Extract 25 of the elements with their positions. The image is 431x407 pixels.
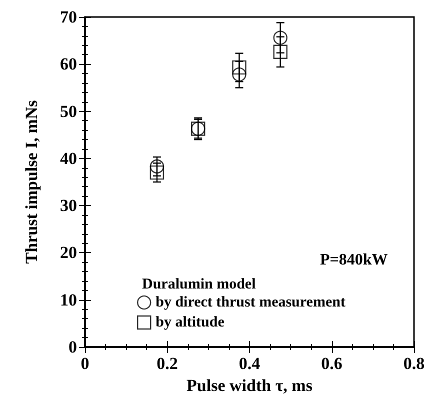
x-tick-label: 0.8: [403, 354, 425, 373]
annotation: P=840kW: [320, 252, 388, 268]
y-tick-label: 0: [68, 338, 77, 356]
x-tick-label: 0.4: [238, 354, 261, 373]
point: [232, 67, 246, 82]
point: [232, 60, 246, 75]
y-tick-label: 20: [60, 243, 77, 262]
point: [273, 30, 288, 45]
y-tick-label: 10: [60, 290, 77, 310]
y-tick-label: 40: [60, 148, 77, 168]
legend-label: by altitude: [156, 314, 225, 330]
legend-title: Duralumin model: [142, 276, 256, 292]
point: [150, 165, 164, 180]
y-axis-title: Thrust impulse I, mNs: [22, 100, 41, 264]
legend-label: by direct thrust measurement: [156, 294, 346, 310]
x-tick-label: 0.6: [321, 354, 342, 373]
y-tick-label: 30: [60, 196, 77, 216]
x-tick-label: 0.2: [156, 354, 178, 373]
point: [150, 159, 164, 174]
x-tick-label: 0: [80, 354, 90, 373]
y-tick-label: 50: [60, 102, 77, 121]
x-axis-title: Pulse width τ, ms: [186, 376, 313, 395]
y-tick-label: 70: [60, 8, 77, 26]
point: [273, 44, 288, 59]
y-tick-label: 60: [60, 54, 77, 74]
